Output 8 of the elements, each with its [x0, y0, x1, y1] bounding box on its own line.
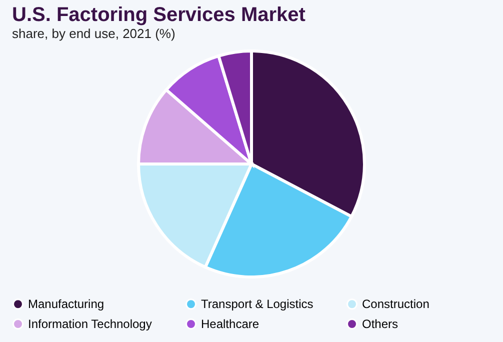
legend-label: Construction	[362, 297, 430, 312]
legend-label: Healthcare	[201, 317, 260, 331]
legend-label: Manufacturing	[28, 297, 104, 312]
chart-subtitle: share, by end use, 2021 (%)	[12, 26, 176, 41]
legend-label: Transport & Logistics	[201, 297, 314, 312]
legend-label: Others	[362, 317, 398, 331]
legend-label: Information Technology	[28, 317, 152, 331]
chart-title: U.S. Factoring Services Market	[12, 4, 306, 26]
